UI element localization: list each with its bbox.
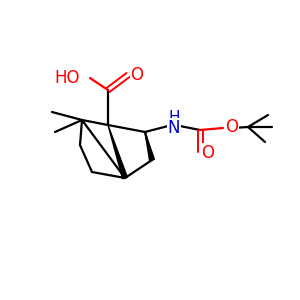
Polygon shape: [145, 132, 154, 160]
Polygon shape: [108, 125, 128, 179]
Text: H: H: [168, 110, 180, 125]
Text: O: O: [202, 144, 214, 162]
Text: N: N: [168, 119, 180, 137]
Text: O: O: [226, 118, 238, 136]
Text: O: O: [130, 66, 143, 84]
Text: HO: HO: [55, 69, 80, 87]
